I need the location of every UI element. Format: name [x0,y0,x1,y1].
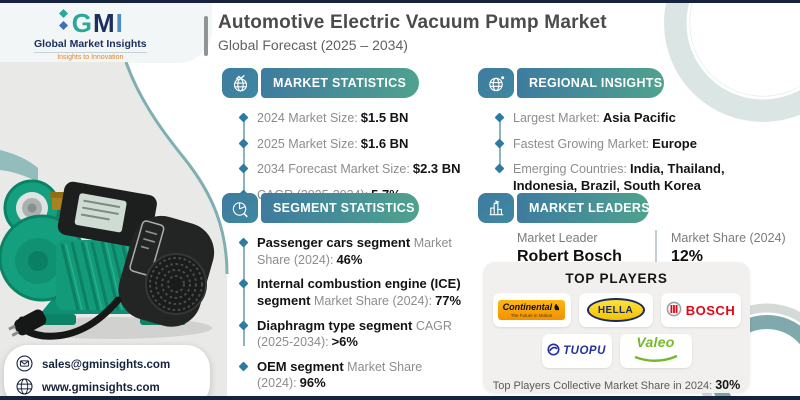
section-market-leaders: MARKET LEADERS [478,193,790,223]
continental-horse-icon: ♞ [553,303,561,312]
top-players-title: TOP PLAYERS [565,271,668,286]
bullet-icon [238,237,249,248]
vertical-divider [655,230,657,266]
market-leaders-content: Market Leader Robert Bosch Market Share … [517,230,786,266]
bullet-icon [238,278,249,289]
continental-logo: Continental♞ The Future in Motion [497,300,566,320]
stat-item: 2024 Market Size: $1.5 BN [238,110,462,127]
bosch-logo: BOSCH [666,301,735,320]
logo-company-name: Global Market Insights [34,38,147,50]
gmi-brand-text: GMI [71,7,124,38]
product-photo-pump [0,61,235,400]
section-title: MARKET LEADERS [529,201,650,215]
share-label: Market Share (2024) [671,230,786,245]
hella-logo: HELLA [586,298,645,322]
continental-tagline: The Future in Motion [510,312,553,318]
contact-website-text: www.gminsights.com [42,382,160,394]
market-statistics-icon [222,68,258,98]
segment-statistics-icon [222,193,258,223]
top-players-panel: TOP PLAYERS Continental♞ The Future in M… [483,262,750,393]
insight-item: Emerging Countries: India, Thailand, Indo… [494,161,790,194]
contact-email-text: sales@gminsights.com [42,359,171,371]
segment-item: Diaphragm type segment CAGR (2025-2034):… [238,318,467,351]
insight-item: Largest Market: Asia Pacific [494,110,790,127]
stat-item: 2034 Forecast Market Size: $2.3 BN [238,161,462,178]
globe-icon [16,378,33,398]
tuopu-circle-icon [547,343,560,359]
brand-card-bosch: BOSCH [660,293,741,327]
gmi-logo: GMI Global Market Insights Insights to I… [34,8,147,61]
envelope-icon [16,355,33,375]
top-border-strip [0,0,800,3]
brand-card-tuopu: TUOPU [541,334,612,368]
leader-name: Robert Bosch [517,247,622,265]
page-subtitle: Global Forecast (2025 – 2034) [218,37,408,53]
leader-label: Market Leader [517,230,598,245]
insight-item: Fastest Growing Market: Europe [494,136,790,153]
title-divider-bar [204,16,208,56]
section-regional-insights: REGIONAL INSIGHTS Largest Market: Asia Pa… [478,68,790,204]
list-connector-line [242,242,245,346]
logo-background [0,3,212,63]
decorative-ring-top-right [648,0,800,143]
bullet-icon [238,361,249,372]
tuopu-logo: TUOPU [547,343,606,359]
regional-insights-icon [478,68,514,98]
bullet-icon [494,163,505,174]
brand-card-hella: HELLA [578,293,653,327]
page-title: Automotive Electric Vacuum Pump Market [218,12,607,33]
brand-card-continental: Continental♞ The Future in Motion [492,293,571,327]
contact-email[interactable]: sales@gminsights.com [16,355,198,375]
bullet-icon [238,320,249,330]
bottom-border-strip [0,396,800,400]
bosch-armature-icon [666,301,682,320]
section-segment-statistics: SEGMENT STATISTICS Passenger cars segmen… [222,193,467,400]
section-title: REGIONAL INSIGHTS [529,76,663,90]
header-title-block: Automotive Electric Vacuum Pump Market G… [204,12,607,56]
valeo-logo: Valeo [620,335,692,367]
stat-item: 2025 Market Size: $1.6 BN [238,136,462,153]
contact-card: sales@gminsights.com www.gminsights.com [4,345,210,400]
market-leaders-icon [478,193,514,223]
segment-item: Passenger cars segment Market Share (202… [238,235,467,268]
contact-website[interactable]: www.gminsights.com [16,378,198,398]
bullet-icon [238,112,249,123]
list-connector-line [242,118,245,194]
bullet-icon [238,138,249,149]
section-title: SEGMENT STATISTICS [273,201,415,215]
segment-item: Internal combustion engine (ICE) segment… [238,276,467,309]
valeo-swoosh-icon [634,354,677,362]
gmi-diamonds-icon [57,8,70,37]
bullet-icon [494,138,505,149]
bullet-icon [494,112,505,123]
share-value: 12% [671,247,704,265]
brand-card-valeo: Valeo [619,334,692,368]
section-title: MARKET STATISTICS [273,76,407,90]
segment-item: OEM segment Market Share (2024): 96% [238,359,467,392]
bullet-icon [238,163,249,174]
logo-tagline: Insights to Innovation [34,52,147,61]
section-market-statistics: MARKET STATISTICS 2024 Market Size: $1.5 … [222,68,462,213]
top-players-footer: Top Players Collective Market Share in 2… [492,378,741,392]
